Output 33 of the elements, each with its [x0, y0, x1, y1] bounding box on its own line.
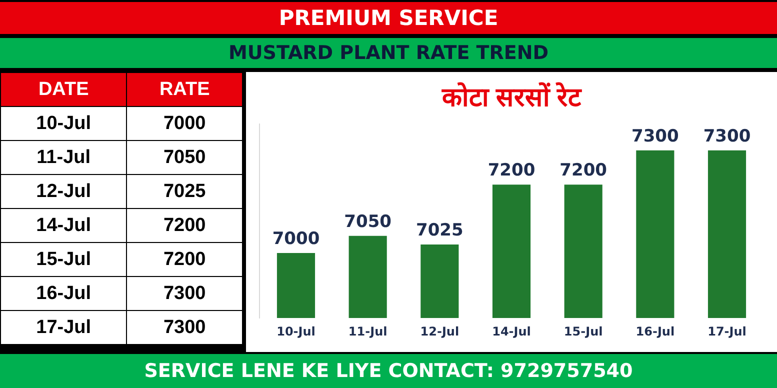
x-tick-label: 12-Jul	[420, 324, 460, 338]
x-tick-label: 15-Jul	[564, 324, 603, 338]
text: DATE	[0, 72, 127, 106]
category-label: 12-Jul	[36, 180, 92, 202]
x-tick-label: 10-Jul	[276, 324, 316, 338]
data-label: 7000	[272, 229, 320, 249]
x-tick-label: 17-Jul	[708, 324, 746, 338]
chart-subtitle: MUSTARD PLANT RATE TREND	[0, 38, 777, 68]
text: RATE	[126, 72, 242, 106]
data-label: 7200	[560, 160, 608, 181]
x-tick-label: 16-Jul	[636, 324, 675, 338]
data-label: 7025	[416, 220, 464, 240]
text: SERVICE LENE KE LIYE CONTACT: 9729757540	[0, 354, 777, 388]
text: 7000	[163, 112, 206, 134]
text: 7300	[163, 316, 206, 338]
chart-title: PREMIUM SERVICE	[0, 2, 777, 34]
text: 7300	[163, 282, 206, 304]
data-label: 7050	[344, 212, 392, 232]
category-label: 14-Jul	[36, 214, 92, 236]
x-tick-label: 11-Jul	[348, 324, 388, 338]
data-label: 7300	[632, 126, 679, 146]
category-label: 16-Jul	[36, 282, 92, 304]
text: 7050	[163, 146, 206, 168]
data-label: 7300	[703, 126, 751, 146]
category-label: 11-Jul	[36, 146, 91, 168]
text: 7200	[163, 214, 206, 236]
x-tick-label: 14-Jul	[492, 324, 531, 338]
category-label: 15-Jul	[36, 248, 92, 270]
category-label: 10-Jul	[36, 112, 92, 134]
text: कोटा सरसों रेट	[440, 81, 583, 114]
text: 7025	[163, 180, 206, 202]
text: 7200	[163, 248, 206, 270]
data-label: 7200	[488, 160, 536, 181]
